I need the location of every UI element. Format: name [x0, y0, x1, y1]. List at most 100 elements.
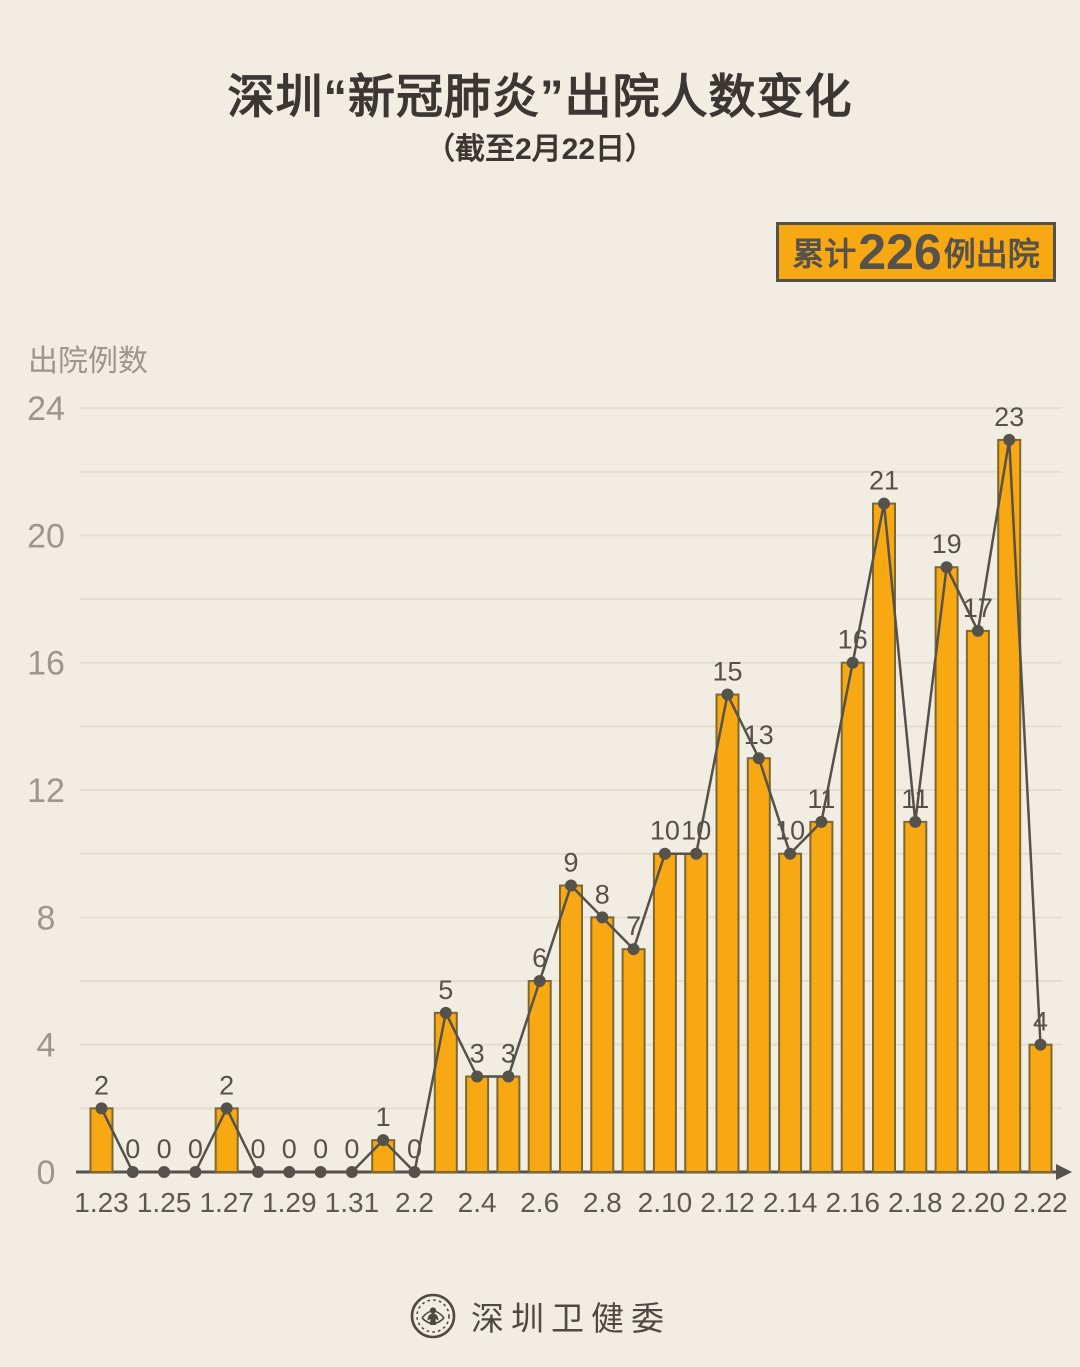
value-label: 0	[250, 1134, 265, 1164]
value-label: 0	[125, 1134, 140, 1164]
data-point	[252, 1166, 264, 1178]
data-point	[345, 1166, 358, 1178]
data-point	[909, 815, 922, 828]
data-point	[815, 815, 828, 828]
badge-prefix: 累计	[792, 236, 857, 272]
bar	[809, 820, 834, 1173]
value-label: 16	[838, 625, 868, 655]
data-point	[502, 1070, 515, 1083]
data-point	[596, 911, 609, 924]
y-tick-label: 24	[27, 390, 65, 428]
data-point	[189, 1166, 202, 1178]
bar	[840, 661, 865, 1173]
x-axis-arrow	[1056, 1164, 1072, 1180]
y-tick-label: 0	[37, 1154, 56, 1192]
x-tick-label: 2.16	[825, 1187, 880, 1218]
bar	[934, 566, 959, 1173]
bar	[872, 502, 896, 1173]
data-point	[846, 656, 859, 669]
data-point	[408, 1166, 421, 1178]
bar	[559, 884, 583, 1174]
bar	[433, 1011, 458, 1173]
bar	[527, 980, 552, 1174]
data-point	[565, 879, 577, 892]
value-label: 2	[94, 1070, 109, 1100]
footer-logo: 深圳卫健委	[0, 1292, 1080, 1340]
y-axis-title: 出院例数	[28, 345, 148, 378]
value-label: 9	[563, 848, 578, 878]
value-label: 15	[712, 657, 742, 687]
data-point	[283, 1166, 296, 1178]
value-label: 7	[626, 911, 641, 941]
value-label: 10	[650, 816, 680, 846]
total-discharged-badge: 累计 226 例出院	[776, 222, 1056, 282]
x-tick-label: 2.4	[458, 1187, 497, 1218]
value-label: 11	[901, 784, 929, 814]
bar	[465, 1075, 490, 1174]
bar	[89, 1107, 114, 1173]
value-label: 3	[501, 1039, 516, 1069]
value-label: 17	[963, 593, 993, 623]
x-tick-label: 2.10	[638, 1187, 693, 1218]
data-point	[1034, 1038, 1047, 1051]
x-tick-label: 2.2	[395, 1187, 434, 1218]
value-label: 10	[681, 816, 711, 846]
value-label: 0	[344, 1134, 359, 1164]
data-point	[158, 1166, 171, 1178]
value-label: 2	[219, 1070, 234, 1100]
data-point	[377, 1134, 390, 1147]
x-tick-label: 2.8	[583, 1187, 622, 1218]
x-tick-label: 1.29	[262, 1187, 317, 1218]
value-label: 6	[532, 943, 547, 973]
footer-brand-text: 深圳卫健委	[471, 1300, 671, 1337]
y-tick-label: 8	[37, 899, 56, 937]
data-point	[220, 1102, 233, 1115]
value-label: 11	[807, 784, 835, 814]
data-point	[1003, 433, 1016, 446]
x-tick-label: 2.22	[1013, 1187, 1068, 1218]
x-tick-label: 2.20	[951, 1187, 1006, 1218]
data-point	[752, 752, 765, 765]
data-point	[95, 1102, 108, 1115]
bar	[684, 852, 709, 1173]
y-tick-label: 20	[27, 517, 65, 555]
value-label: 0	[157, 1134, 172, 1164]
data-point	[878, 497, 890, 510]
data-point	[439, 1006, 452, 1019]
data-point	[126, 1166, 139, 1178]
bar	[621, 948, 646, 1173]
data-point	[940, 561, 953, 574]
data-point	[784, 847, 797, 860]
badge-count: 226	[858, 224, 942, 280]
data-point	[471, 1070, 484, 1083]
bar	[715, 693, 740, 1173]
value-label: 13	[744, 720, 774, 750]
bar	[903, 820, 928, 1173]
data-point	[971, 624, 984, 637]
bar	[496, 1075, 521, 1174]
x-tick-label: 2.18	[888, 1187, 943, 1218]
shenzhen-health-commission-seal-icon	[410, 1293, 456, 1339]
y-tick-label: 12	[27, 772, 65, 810]
value-label: 0	[282, 1134, 297, 1164]
value-label: 8	[595, 879, 610, 909]
bar	[965, 629, 990, 1173]
value-label: 1	[376, 1102, 391, 1132]
page-title: 深圳“新冠肺炎”出院人数变化	[227, 70, 853, 123]
value-label: 4	[1033, 1007, 1048, 1037]
x-tick-label: 2.14	[763, 1187, 818, 1218]
bar	[746, 757, 771, 1174]
page-subtitle: （截至2月22日）	[424, 133, 656, 166]
bar	[997, 438, 1022, 1174]
badge-suffix: 例出院	[943, 236, 1040, 272]
data-point	[314, 1166, 327, 1178]
value-label: 10	[775, 816, 805, 846]
y-tick-label: 16	[27, 645, 65, 683]
x-tick-label: 1.23	[74, 1187, 129, 1218]
bar	[778, 852, 803, 1173]
value-label: 0	[313, 1134, 328, 1164]
x-tick-label: 2.6	[520, 1187, 559, 1218]
data-point	[627, 943, 640, 956]
